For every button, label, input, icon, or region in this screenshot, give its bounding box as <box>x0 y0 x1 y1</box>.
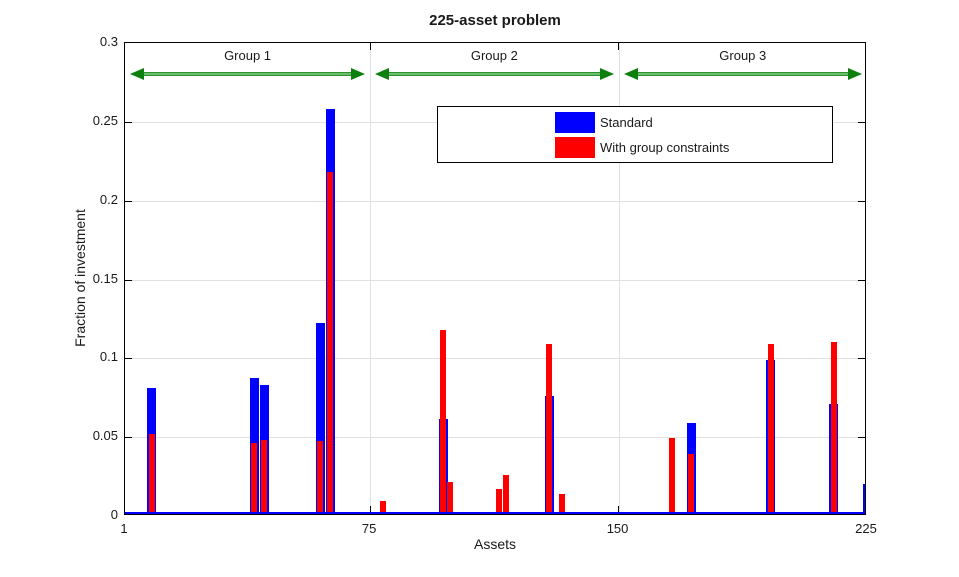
y-tick-label: 0.3 <box>99 34 118 49</box>
group-arrow-right-head <box>351 68 366 80</box>
group-arrow-left-head <box>130 68 144 80</box>
x-tick-label: 150 <box>606 521 629 536</box>
chart-title: 225-asset problem <box>429 12 561 29</box>
bar-with-group-constraints <box>317 441 324 514</box>
group-arrow-right-head <box>848 68 862 80</box>
legend: Standard With group constraints <box>437 106 833 163</box>
gridline-vertical <box>618 43 620 514</box>
y-tick-mark <box>125 358 132 360</box>
gridline-horizontal <box>125 200 865 202</box>
bar-with-group-constraints <box>327 171 334 514</box>
bar-with-group-constraints <box>380 501 387 514</box>
bar-with-group-constraints <box>496 488 503 514</box>
group-label: Group 1 <box>224 48 272 63</box>
group-label: Group 3 <box>719 48 767 63</box>
bar-standard <box>315 323 325 514</box>
bar-with-group-constraints <box>502 474 509 514</box>
x-tick-mark <box>618 43 620 50</box>
gridline-vertical <box>370 43 372 514</box>
bar-with-group-constraints <box>668 438 675 514</box>
bar-with-group-constraints <box>446 482 453 514</box>
x-tick-label: 225 <box>855 521 877 536</box>
x-axis-label: Assets <box>473 536 516 552</box>
y-tick-mark <box>858 121 865 123</box>
bar-with-group-constraints <box>251 443 258 514</box>
y-tick-label: 0.1 <box>99 349 118 365</box>
y-tick-label: 0.25 <box>92 112 118 128</box>
y-tick-label: 0.15 <box>92 270 118 286</box>
x-tick-label: 1 <box>120 521 128 536</box>
y-tick-mark <box>125 279 132 281</box>
bar-with-group-constraints <box>546 343 552 514</box>
y-tick-mark <box>858 279 865 281</box>
x-axis-baseline <box>125 512 865 514</box>
bar-with-group-constraints <box>688 454 695 514</box>
group-arrow-right-head <box>599 68 614 80</box>
x-tick-mark <box>369 43 371 50</box>
legend-entry: With group constraints <box>438 135 832 160</box>
group-arrow-line <box>142 72 354 76</box>
gridline-horizontal <box>125 358 865 360</box>
y-tick-mark <box>858 358 865 360</box>
bar-with-group-constraints <box>148 433 155 514</box>
group-arrow-left-head <box>375 68 390 80</box>
y-tick-label: 0.2 <box>99 191 118 207</box>
x-tick-label: 75 <box>361 521 377 536</box>
legend-entry-label: Standard <box>600 115 653 130</box>
bar-standard <box>862 484 865 514</box>
y-tick-mark <box>858 437 865 439</box>
y-tick-label: 0 <box>110 507 118 522</box>
bar-with-group-constraints <box>440 329 446 514</box>
y-tick-mark <box>125 121 132 123</box>
legend-entry: Standard <box>438 110 832 135</box>
y-tick-mark <box>125 200 132 202</box>
bar-with-group-constraints <box>767 343 774 514</box>
legend-swatch-standard <box>555 112 595 133</box>
bar-with-group-constraints <box>261 439 268 514</box>
group-arrow-left-head <box>623 68 638 80</box>
y-tick-mark <box>125 437 132 439</box>
legend-entry-label: With group constraints <box>600 140 730 155</box>
group-label: Group 2 <box>470 48 518 63</box>
gridline-horizontal <box>125 279 865 281</box>
group-arrow-line <box>635 72 850 76</box>
x-tick-mark <box>369 506 371 512</box>
bar-with-group-constraints <box>830 342 837 514</box>
group-arrow-line <box>387 72 602 76</box>
y-tick-mark <box>858 200 865 202</box>
legend-swatch-with-group-constraints <box>555 137 595 158</box>
gridline-horizontal <box>125 437 865 439</box>
bar-with-group-constraints <box>559 493 566 514</box>
y-tick-label: 0.05 <box>92 428 118 444</box>
x-tick-mark <box>618 506 620 512</box>
